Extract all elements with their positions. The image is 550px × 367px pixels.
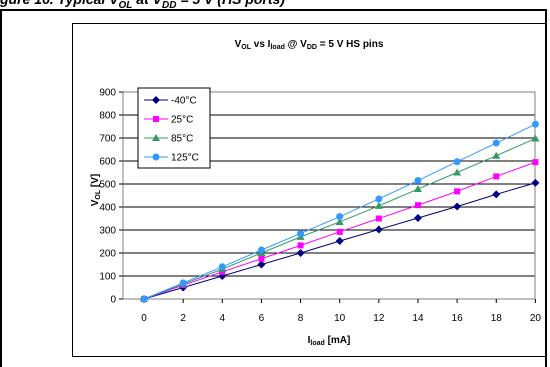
legend-label: 25°C — [171, 115, 193, 126]
x-tick-label: 0 — [141, 313, 147, 324]
legend-entry: 85°C — [144, 134, 193, 145]
data-point — [375, 215, 382, 222]
caption-part: = 5 V (HS ports) — [176, 0, 285, 7]
data-point — [336, 228, 343, 235]
data-point — [492, 190, 501, 199]
figure-caption: gure 16. Typical VOL at VDD = 5 V (HS po… — [0, 0, 550, 9]
caption-part: DD — [162, 0, 177, 9]
y-tick-label: 600 — [99, 157, 116, 168]
y-tick-label: 800 — [99, 111, 116, 122]
series — [140, 178, 540, 303]
chart-title: VOL vs Iload @ VDD = 5 V HS pins — [235, 39, 384, 51]
x-axis-label: Iload [mA] — [308, 335, 351, 347]
caption-part: at V — [132, 0, 162, 7]
legend-entry: 25°C — [144, 115, 193, 126]
data-point — [152, 96, 160, 104]
data-point — [492, 139, 500, 147]
data-point — [531, 134, 540, 142]
data-point — [374, 225, 383, 234]
series — [140, 120, 539, 303]
legend-entry: 125°C — [144, 153, 199, 164]
data-point — [218, 263, 226, 271]
y-tick-label: 300 — [99, 226, 116, 237]
y-tick-label: 200 — [99, 249, 116, 260]
data-point — [453, 202, 462, 211]
legend-label: 85°C — [171, 134, 193, 145]
series — [141, 159, 539, 302]
plot-area — [122, 91, 536, 300]
y-axis-label: VOL [V] — [90, 174, 102, 207]
data-point — [152, 134, 160, 141]
data-point — [453, 158, 461, 166]
data-point — [414, 202, 421, 209]
y-tick-label: 900 — [99, 88, 116, 99]
data-point — [179, 279, 187, 287]
data-point — [258, 255, 265, 262]
data-point — [140, 295, 148, 303]
figure-frame — [0, 9, 547, 367]
data-point — [453, 168, 462, 176]
data-point — [375, 195, 383, 203]
x-tick-label: 2 — [180, 313, 186, 324]
y-tick-label: 500 — [99, 180, 116, 191]
data-point — [335, 217, 344, 225]
caption-part: gure 16. Typical V — [0, 0, 119, 7]
caption-part: OL — [118, 0, 133, 9]
x-tick-label: 10 — [334, 313, 346, 324]
data-point — [531, 120, 539, 128]
legend-label: 125°C — [171, 153, 199, 164]
data-point — [413, 185, 422, 193]
chart-area — [72, 23, 546, 357]
x-axis: 0 2 4 6 8 10 12 14 16 18 20 — [141, 299, 541, 324]
data-point — [531, 178, 540, 187]
data-point — [257, 260, 266, 269]
x-tick-label: 8 — [298, 313, 304, 324]
legend-entry: -40°C — [144, 96, 197, 107]
legend: -40°C 25°C 85°C 125°C — [137, 87, 211, 169]
data-point — [297, 229, 305, 237]
x-tick-label: 4 — [219, 313, 225, 324]
data-point — [532, 159, 539, 166]
y-tick-label: 700 — [99, 134, 116, 145]
data-point — [336, 213, 344, 221]
data-point — [297, 242, 304, 249]
y-tick-label: 0 — [110, 295, 116, 306]
x-tick-label: 6 — [259, 313, 265, 324]
data-point — [493, 173, 500, 180]
data-point — [492, 151, 501, 159]
data-point — [414, 177, 422, 185]
x-tick-label: 14 — [412, 313, 424, 324]
x-tick-label: 18 — [491, 313, 503, 324]
x-tick-label: 16 — [452, 313, 464, 324]
data-point — [296, 249, 305, 257]
legend-label: -40°C — [171, 96, 197, 107]
y-tick-label: 400 — [99, 203, 116, 214]
data-point — [153, 116, 159, 122]
data-point — [152, 153, 160, 161]
data-point — [454, 188, 461, 195]
data-point — [374, 201, 383, 209]
data-point — [335, 237, 344, 246]
data-point — [257, 246, 265, 254]
x-tick-label: 12 — [373, 313, 385, 324]
y-tick-label: 100 — [99, 272, 116, 283]
y-axis: 0 100 200 300 400 500 600 700 800 900 — [99, 88, 123, 306]
data-point — [413, 214, 422, 223]
x-tick-label: 20 — [530, 313, 542, 324]
series-group — [140, 120, 540, 303]
